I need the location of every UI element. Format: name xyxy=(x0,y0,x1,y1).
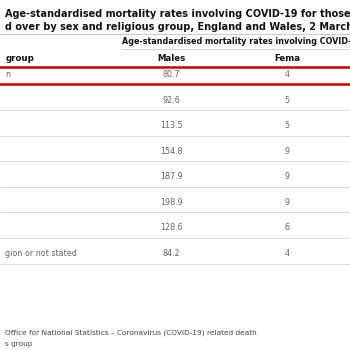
Text: 5: 5 xyxy=(285,121,289,130)
Text: gion or not stated: gion or not stated xyxy=(5,249,77,258)
Text: 187.9: 187.9 xyxy=(160,172,183,181)
Text: 113.5: 113.5 xyxy=(160,121,183,130)
Text: 128.6: 128.6 xyxy=(160,223,183,232)
Text: Age-standardised mortality rates involving COVID-19: Age-standardised mortality rates involvi… xyxy=(122,37,350,46)
Text: 5: 5 xyxy=(285,96,289,105)
Text: 4: 4 xyxy=(285,70,289,79)
Text: Office for National Statistics – Coronavirus (COVID-19) related death: Office for National Statistics – Coronav… xyxy=(5,330,257,336)
Text: n: n xyxy=(5,70,10,79)
Text: d over by sex and religious group, England and Wales, 2 March to 15 Ma: d over by sex and religious group, Engla… xyxy=(5,22,350,32)
Text: 6: 6 xyxy=(285,223,289,232)
Text: group: group xyxy=(5,54,34,63)
Text: 9: 9 xyxy=(285,147,289,156)
Text: s group: s group xyxy=(5,341,33,347)
Text: 9: 9 xyxy=(285,198,289,207)
Text: 4: 4 xyxy=(285,249,289,258)
Text: 84.2: 84.2 xyxy=(163,249,180,258)
Text: Fema: Fema xyxy=(274,54,300,63)
Text: Males: Males xyxy=(158,54,186,63)
Text: 198.9: 198.9 xyxy=(160,198,183,207)
Text: 9: 9 xyxy=(285,172,289,181)
Text: 154.8: 154.8 xyxy=(160,147,183,156)
Text: 92.6: 92.6 xyxy=(163,96,180,105)
Text: Age-standardised mortality rates involving COVID-19 for those aged nin: Age-standardised mortality rates involvi… xyxy=(5,9,350,19)
Text: 80.7: 80.7 xyxy=(163,70,180,79)
